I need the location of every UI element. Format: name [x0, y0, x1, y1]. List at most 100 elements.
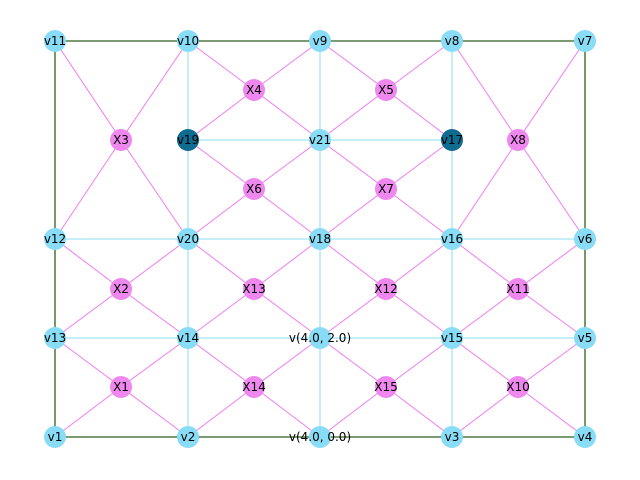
edge-v14-X1	[120, 337, 189, 388]
node-label-v16: v16	[441, 232, 463, 246]
node-v40: v(4.0, 0.0)	[289, 426, 351, 448]
edge-v10-X3	[120, 40, 189, 141]
edge-v20-X2	[120, 238, 189, 290]
node-marker-v6	[574, 228, 596, 250]
edge-v12-X2	[54, 238, 122, 290]
edge-X7-v18	[319, 188, 387, 240]
edge-v15-X10	[451, 337, 519, 388]
edge-v11-X3	[54, 40, 122, 141]
node-marker-v10	[177, 30, 199, 52]
node-label-X10: X10	[506, 380, 530, 394]
node-v20: v20	[177, 228, 199, 250]
node-label-v12: v12	[44, 232, 66, 246]
node-X3: X3	[110, 129, 132, 151]
node-v7: v7	[574, 30, 596, 52]
node-v5: v5	[574, 327, 596, 349]
node-marker-v19	[177, 129, 199, 151]
node-label-X15: X15	[374, 380, 398, 394]
node-v2: v2	[177, 426, 199, 448]
edge-v18-X12	[319, 238, 387, 290]
node-v42: v(4.0, 2.0)	[289, 327, 351, 349]
edge-v17-X7	[385, 139, 453, 190]
node-label-v8: v8	[445, 34, 460, 48]
edge-X12-v42	[319, 288, 387, 339]
edge-X6-v18	[253, 188, 321, 240]
node-v11: v11	[44, 30, 66, 52]
edge-X5-v21	[319, 89, 387, 141]
edge-X13-v14	[187, 288, 255, 339]
node-label-X1: X1	[113, 380, 129, 394]
node-X5: X5	[375, 79, 397, 101]
edge-v7-X8	[517, 40, 586, 141]
node-X10: X10	[506, 376, 530, 398]
node-marker-X4	[243, 79, 265, 101]
edge-v14-X14	[187, 337, 255, 388]
edge-v15-X15	[385, 337, 453, 388]
node-marker-X13	[243, 278, 265, 300]
node-X2: X2	[110, 278, 132, 300]
edge-X6-v20	[187, 188, 255, 240]
node-label-X8: X8	[510, 133, 526, 147]
node-v13: v13	[44, 327, 66, 349]
edge-X14-v2	[187, 386, 255, 438]
edge-v8-X5	[385, 40, 453, 91]
node-X14: X14	[242, 376, 266, 398]
node-marker-X12	[375, 278, 397, 300]
node-label-v6: v6	[578, 232, 593, 246]
node-marker-v17	[441, 129, 463, 151]
node-v8: v8	[441, 30, 463, 52]
edge-v21-X6	[253, 139, 321, 190]
node-label-X13: X13	[242, 282, 266, 296]
node-marker-X2	[110, 278, 132, 300]
edge-X4-v21	[253, 89, 321, 141]
edge-v9-X4	[253, 40, 321, 91]
node-X12: X12	[374, 278, 398, 300]
node-label-v17: v17	[441, 133, 463, 147]
node-label-X12: X12	[374, 282, 398, 296]
edge-v42-X14	[253, 337, 321, 388]
edge-v13-X1	[54, 337, 122, 388]
node-marker-v16	[441, 228, 463, 250]
edge-v6-X11	[517, 238, 586, 290]
node-marker-v14	[177, 327, 199, 349]
node-marker-v42	[309, 327, 331, 349]
node-marker-v8	[441, 30, 463, 52]
node-v9: v9	[309, 30, 331, 52]
node-marker-X5	[375, 79, 397, 101]
edge-v18-X13	[253, 238, 321, 290]
node-marker-v40	[309, 426, 331, 448]
node-marker-v15	[441, 327, 463, 349]
node-marker-v7	[574, 30, 596, 52]
node-marker-X10	[507, 376, 529, 398]
node-marker-X7	[375, 178, 397, 200]
node-label-v21: v21	[309, 133, 331, 147]
node-v4: v4	[574, 426, 596, 448]
node-X7: X7	[375, 178, 397, 200]
edge-v8-X8	[451, 40, 519, 141]
edge-v21-X7	[319, 139, 387, 190]
node-v21: v21	[309, 129, 331, 151]
edge-v10-X4	[187, 40, 255, 91]
node-marker-X6	[243, 178, 265, 200]
node-v18: v18	[309, 228, 331, 250]
edge-X2-v13	[54, 288, 122, 339]
node-label-X3: X3	[113, 133, 129, 147]
node-X13: X13	[242, 278, 266, 300]
node-label-v20: v20	[177, 232, 199, 246]
edges-layer	[54, 40, 586, 438]
node-X1: X1	[110, 376, 132, 398]
nodes-layer: v11 v10 v9 v8 v7 X4 X5 X3 v19 v21 v17 X8 X6 X7 v12 v20 v…	[44, 30, 596, 448]
node-label-v5: v5	[578, 331, 593, 345]
node-X4: X4	[243, 79, 265, 101]
edge-v16-X11	[451, 238, 519, 290]
edge-X15-v3	[385, 386, 453, 438]
edge-v16-X12	[385, 238, 453, 290]
edge-v20-X13	[187, 238, 255, 290]
node-v16: v16	[441, 228, 463, 250]
edge-X7-v16	[385, 188, 453, 240]
node-marker-v4	[574, 426, 596, 448]
edge-X1-v2	[120, 386, 189, 438]
node-marker-X15	[375, 376, 397, 398]
node-label-v1: v1	[48, 430, 63, 444]
